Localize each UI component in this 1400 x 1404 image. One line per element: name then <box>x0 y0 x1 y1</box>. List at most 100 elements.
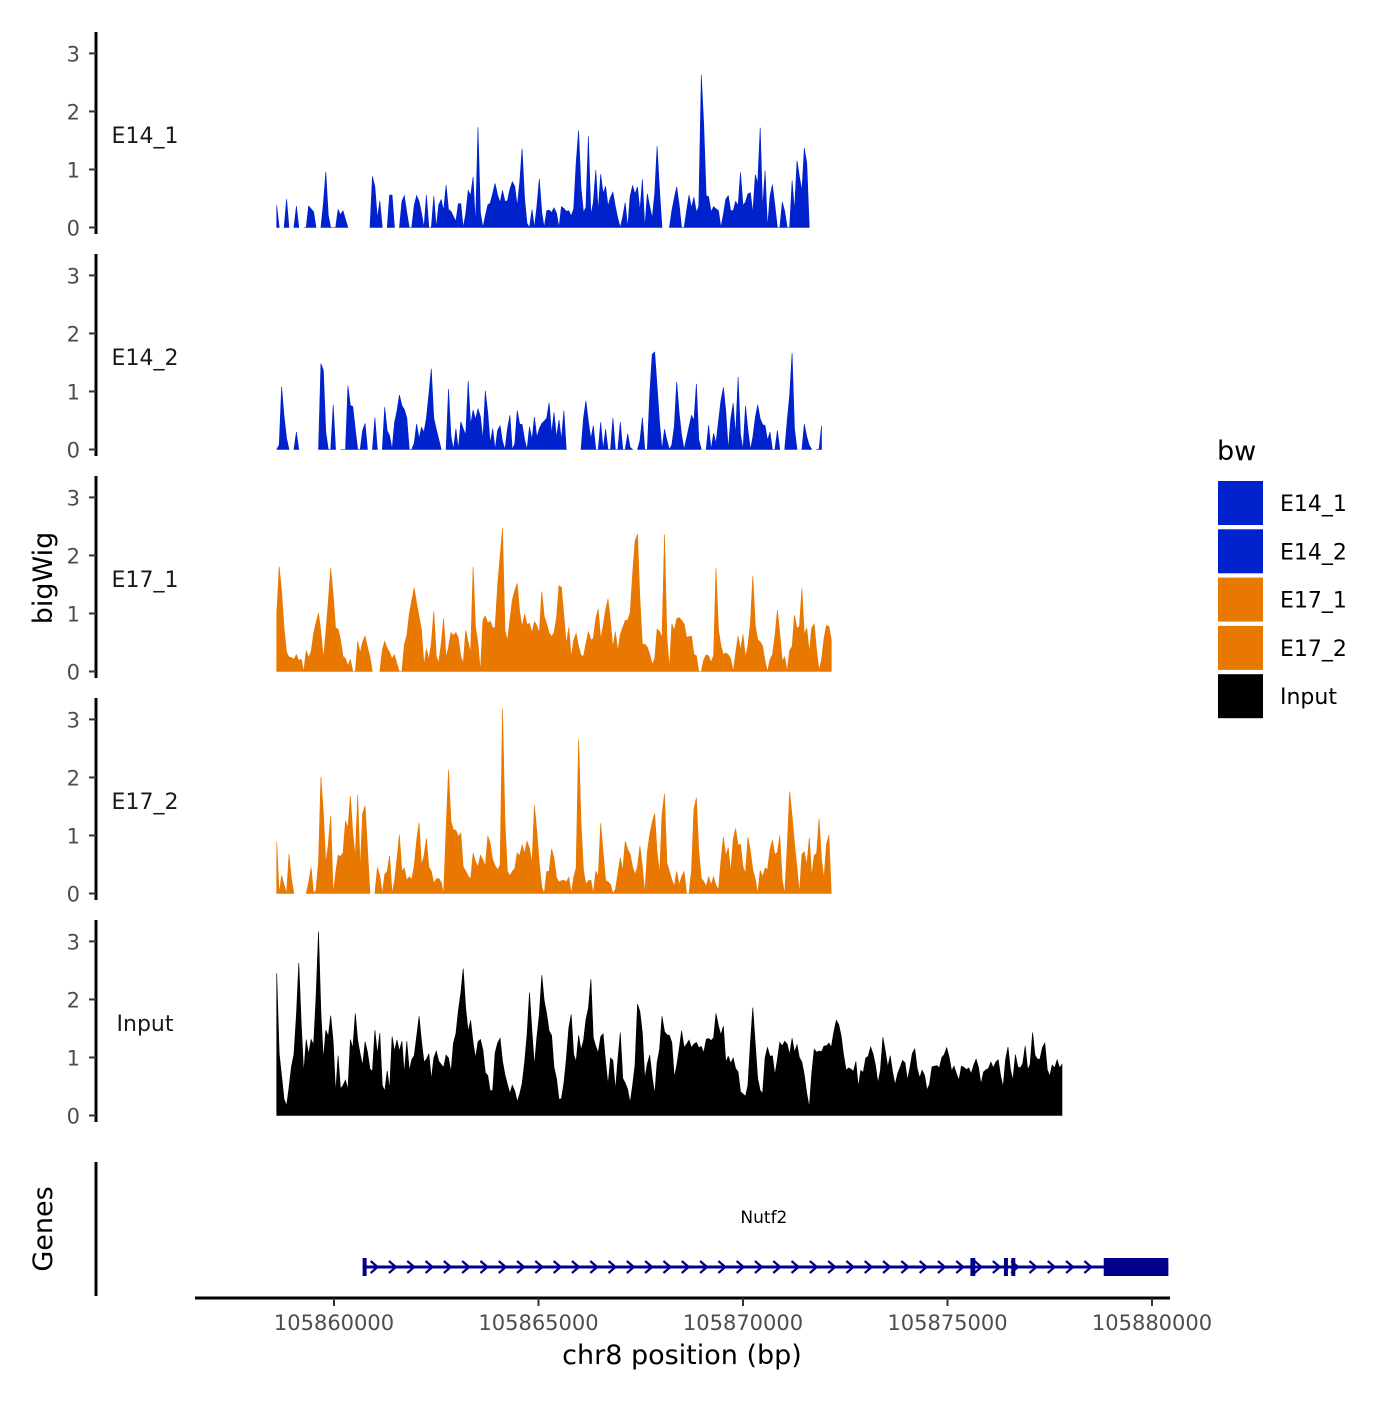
strand-arrow <box>589 1260 599 1274</box>
y-tick-label: 0 <box>67 883 80 907</box>
legend-key-e14-2 <box>1218 529 1263 574</box>
area-segment-e14-2 <box>372 417 378 450</box>
area-segment-e17-2 <box>305 776 371 895</box>
y-tick-label: 0 <box>67 439 80 463</box>
area-segment-e14-1 <box>293 205 300 228</box>
y-tick-label: 2 <box>67 766 80 790</box>
x-tick-label: 105865000 <box>478 1311 598 1335</box>
gene-exon <box>1003 1258 1008 1276</box>
y-tick-label: 0 <box>67 661 80 685</box>
x-axis: 105860000 105865000 105870000 105875000 1058… <box>195 1296 1212 1371</box>
x-tick-label: 105875000 <box>887 1311 1007 1335</box>
area-segment-e14-2 <box>445 380 567 450</box>
strand-arrow <box>900 1260 911 1274</box>
y-tick-label: 3 <box>67 264 80 288</box>
strand-arrow <box>864 1260 874 1274</box>
strand-arrow <box>735 1260 746 1274</box>
legend-label-e14-1: E14_1 <box>1280 492 1347 517</box>
area-segment-e14-1 <box>399 127 663 229</box>
area-segment-e14-2 <box>705 376 781 450</box>
track-e17-1: 0 1 2 3 E17_1 <box>67 476 832 685</box>
track-e17-2: 0 1 2 3 E17_2 <box>67 698 832 907</box>
strand-arrow <box>369 1260 380 1274</box>
y-tick-label: 1 <box>67 158 80 182</box>
strand-arrow <box>498 1260 508 1274</box>
area-segment-e17-2 <box>276 841 295 894</box>
area-segment-e17-2 <box>374 708 832 895</box>
y-axis-title: bigWig <box>28 532 59 625</box>
legend-key-e17-2 <box>1218 625 1263 670</box>
legend-label-input: Input <box>1280 685 1337 710</box>
strand-arrow <box>918 1260 929 1274</box>
track-e14-1: 0 1 2 3 E14_1 <box>67 32 810 241</box>
legend-label-e17-1: E17_1 <box>1280 589 1347 614</box>
strand-arrow <box>607 1260 618 1274</box>
gene-exon <box>1011 1258 1016 1276</box>
bigwig-tracks: 0 1 2 3 E14_1 0 1 2 3 E14_2 0 1 2 3 E17_1 0 1 2 3 E17_2 0 1 2 3… <box>67 32 1063 1129</box>
x-axis-ticks: 105860000 105865000 105870000 105875000 1058… <box>274 1298 1212 1335</box>
strand-arrow <box>424 1260 435 1274</box>
area-segment-e14-2 <box>801 423 813 450</box>
strand-arrow <box>443 1260 453 1274</box>
area-segment-e14-2 <box>381 368 442 450</box>
strand-arrow <box>516 1260 526 1274</box>
strand-arrow <box>790 1260 801 1274</box>
area-segment-e14-1 <box>276 205 280 228</box>
area-segment-e17-1 <box>276 566 373 672</box>
area-segment-e14-2 <box>276 386 290 450</box>
strand-arrow <box>955 1260 965 1274</box>
legend-label-e14-2: E14_2 <box>1280 540 1347 565</box>
track-label-input: Input <box>117 1012 174 1037</box>
strand-arrow <box>827 1260 837 1274</box>
strand-arrow <box>882 1260 892 1274</box>
track-label-e17-1: E17_1 <box>112 568 179 593</box>
x-tick-label: 105870000 <box>683 1311 803 1335</box>
track-label-e14-2: E14_2 <box>112 346 179 371</box>
area-segment-e14-2 <box>580 400 634 450</box>
track-label-e14-1: E14_1 <box>112 124 179 149</box>
strand-arrow <box>699 1260 709 1274</box>
strand-arrow <box>937 1260 947 1274</box>
track-input: 0 1 2 3 Input <box>67 920 1063 1129</box>
area-segment-e14-1 <box>320 171 349 228</box>
area-segment-e14-2 <box>816 425 822 450</box>
strand-arrow <box>388 1260 398 1274</box>
gene-panel: Genes Nutf2 <box>28 1162 1169 1296</box>
area-segment-e14-2 <box>318 363 336 450</box>
strand-arrow <box>772 1260 782 1274</box>
strand-arrow <box>552 1260 563 1274</box>
x-tick-label: 105860000 <box>274 1311 394 1335</box>
y-tick-label: 2 <box>67 322 80 346</box>
legend: bw E14_1 E14_2 E17_1 E17_2 Input <box>1217 436 1347 719</box>
y-tick-label: 1 <box>67 602 80 626</box>
gene-exon <box>1103 1258 1169 1276</box>
area-segment-e14-2 <box>293 432 300 450</box>
y-tick-label: 3 <box>67 708 80 732</box>
strand-arrow <box>973 1260 984 1274</box>
legend-label-e17-2: E17_2 <box>1280 637 1347 662</box>
y-tick-label: 1 <box>67 824 80 848</box>
legend-title: bw <box>1217 436 1256 467</box>
gene-exon <box>970 1258 976 1276</box>
x-axis-title: chr8 position (bp) <box>562 1340 802 1371</box>
y-tick-label: 3 <box>67 42 80 66</box>
y-tick-label: 3 <box>67 930 80 954</box>
strand-arrow <box>644 1260 654 1274</box>
y-tick-label: 3 <box>67 486 80 510</box>
area-segment-e14-1 <box>669 74 810 228</box>
strand-arrow <box>992 1260 1002 1274</box>
strand-arrow <box>809 1260 819 1274</box>
area-segment-input <box>276 931 1063 1116</box>
track-e14-2: 0 1 2 3 E14_2 <box>67 254 822 463</box>
strand-arrow <box>845 1260 856 1274</box>
strand-arrow <box>461 1260 471 1274</box>
strand-arrow <box>1047 1260 1057 1274</box>
y-tick-label: 0 <box>67 1105 80 1129</box>
area-segment-e14-2 <box>340 385 368 450</box>
legend-key-e14-1 <box>1218 481 1263 525</box>
y-tick-label: 0 <box>67 217 80 241</box>
y-tick-label: 2 <box>67 544 80 568</box>
y-tick-label: 2 <box>67 100 80 124</box>
area-segment-e14-1 <box>303 205 317 228</box>
